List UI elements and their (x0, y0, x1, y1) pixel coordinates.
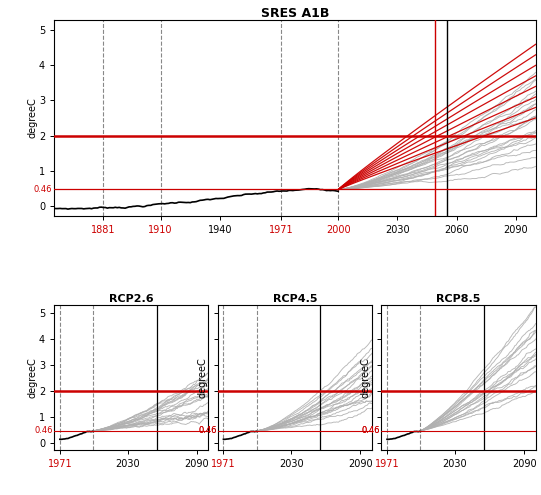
Text: 0.46: 0.46 (199, 426, 217, 435)
Y-axis label: degreeC: degreeC (197, 357, 207, 398)
Text: 0.46: 0.46 (362, 426, 380, 435)
Title: RCP8.5: RCP8.5 (436, 294, 480, 304)
Text: 0.46: 0.46 (199, 426, 217, 435)
Y-axis label: degreeC: degreeC (361, 357, 371, 398)
Y-axis label: degreeC: degreeC (28, 357, 37, 398)
Title: RCP4.5: RCP4.5 (273, 294, 317, 304)
Title: SRES A1B: SRES A1B (261, 7, 329, 20)
Text: 0.46: 0.46 (33, 185, 52, 194)
Text: 0.46: 0.46 (35, 426, 54, 435)
Text: 0.46: 0.46 (362, 426, 380, 435)
Title: RCP2.6: RCP2.6 (109, 294, 154, 304)
Y-axis label: degreeC: degreeC (28, 98, 37, 138)
